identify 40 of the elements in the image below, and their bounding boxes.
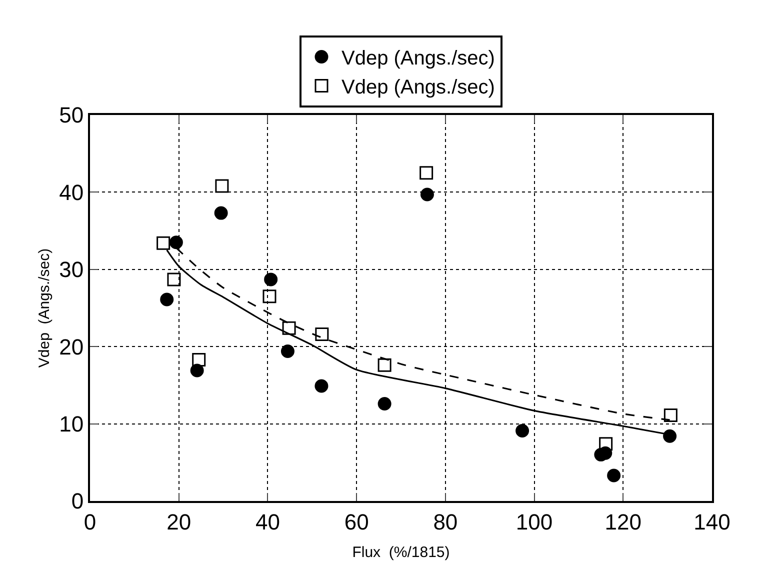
point — [599, 437, 613, 451]
point — [160, 292, 174, 306]
point — [315, 328, 329, 341]
point — [663, 429, 677, 443]
point — [378, 396, 392, 410]
y-tick-label: 30 — [59, 257, 84, 282]
x-tick-label: 120 — [604, 509, 642, 534]
point — [516, 424, 530, 438]
x-tick-label: 80 — [433, 509, 458, 534]
x-tick-label: 40 — [255, 509, 280, 534]
point — [214, 206, 228, 220]
point — [378, 358, 392, 372]
point — [156, 236, 170, 250]
y-tick-label: 20 — [59, 334, 84, 360]
point — [169, 236, 183, 250]
point — [167, 272, 181, 286]
point — [420, 188, 434, 202]
point — [664, 408, 678, 422]
y-tick-label: 40 — [59, 180, 84, 205]
point — [264, 272, 278, 286]
legend-label: Vdep (Angs./sec) — [342, 76, 495, 99]
point — [190, 364, 204, 378]
point — [282, 321, 296, 335]
point — [192, 352, 206, 366]
y-axis-title: Vdep (Angs./sec) — [36, 248, 53, 368]
x-tick-label: 140 — [694, 509, 730, 534]
y-tick-label: 0 — [71, 488, 84, 514]
x-tick-label: 20 — [166, 509, 192, 534]
point — [420, 166, 434, 180]
legend-label: Vdep (Angs./sec) — [342, 48, 495, 70]
point — [314, 379, 328, 393]
x-axis-title: Flux (%/1815) — [352, 544, 450, 561]
y-tick-label: 10 — [59, 412, 84, 436]
y-tick-label: 50 — [59, 102, 84, 128]
point — [215, 179, 229, 193]
point — [262, 290, 276, 304]
x-tick-label: 100 — [516, 509, 553, 534]
point — [607, 468, 621, 482]
point — [280, 344, 294, 358]
x-tick-label: 60 — [344, 509, 369, 534]
